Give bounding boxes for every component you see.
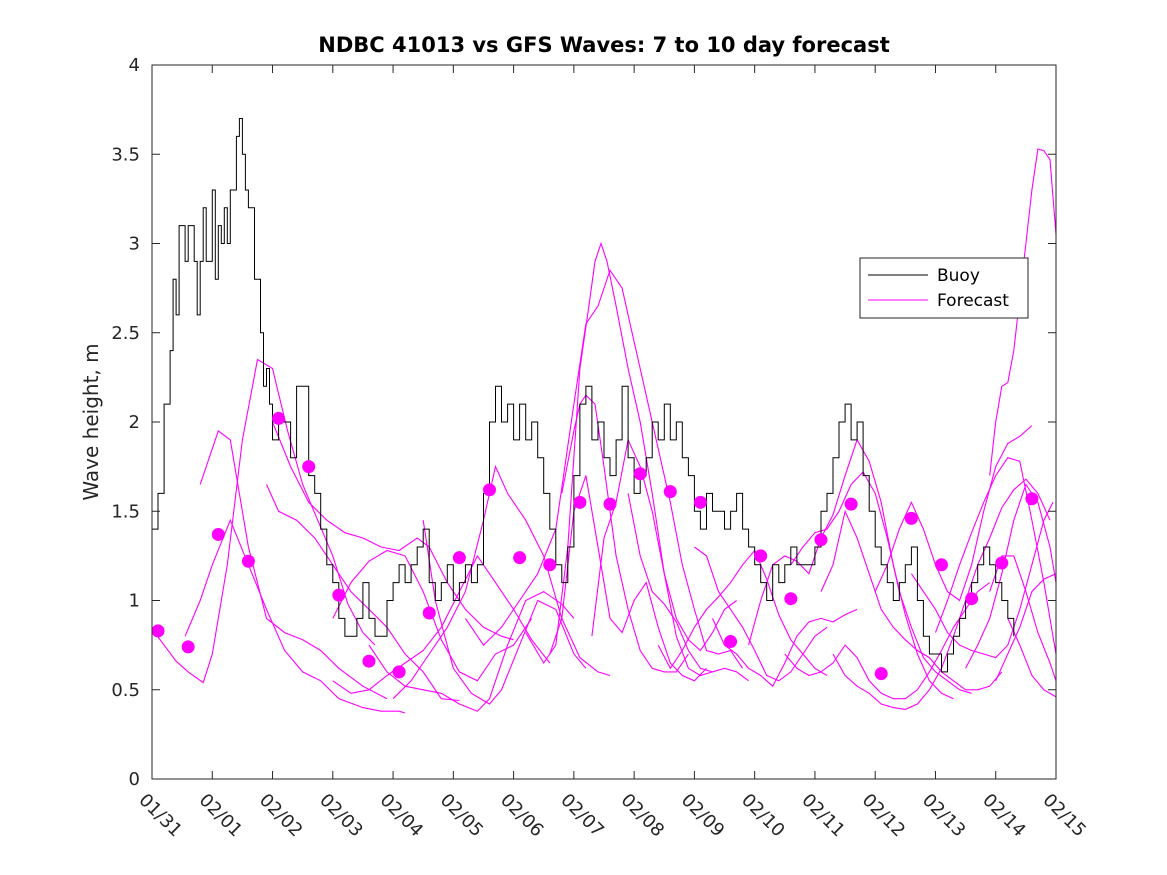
forecast-marker	[934, 558, 948, 572]
forecast-marker	[663, 485, 677, 499]
forecast-run-line	[422, 520, 587, 705]
legend-buoy-label: Buoy	[937, 266, 980, 286]
forecast-marker	[965, 592, 979, 606]
y-axis: 0 0.5 1 1.5 2 2.5 3 3.5 4	[111, 55, 1056, 790]
plot-area	[151, 64, 1057, 780]
forecast-run-line	[1007, 618, 1057, 698]
chart-title: NDBC 41013 vs GFS Waves: 7 to 10 day for…	[318, 33, 889, 57]
forecast-marker	[452, 551, 466, 565]
legend-forecast-label: Forecast	[937, 291, 1009, 311]
legend-box	[859, 257, 1029, 319]
forecast-marker	[482, 483, 496, 497]
forecast-marker	[362, 654, 376, 668]
forecast-marker	[814, 533, 828, 547]
forecast-marker	[603, 497, 617, 511]
forecast-run-line	[989, 555, 1057, 681]
buoy-line-group	[152, 118, 1015, 673]
y-tick-label: 1	[129, 591, 140, 612]
forecast-marker	[754, 549, 768, 563]
forecast-marker	[392, 665, 406, 679]
forecast-run-line	[874, 425, 1033, 602]
forecast-marker	[241, 554, 255, 568]
forecast-marker	[633, 467, 647, 481]
y-tick-label: 2	[129, 412, 140, 433]
buoy-line	[152, 118, 1015, 673]
forecast-marker	[874, 667, 888, 681]
forecast-run-line	[748, 438, 954, 700]
forecast-run-line	[910, 502, 1054, 659]
forecast-run-line	[934, 457, 1057, 655]
forecast-run-line	[711, 608, 858, 688]
forecast-marker	[573, 495, 587, 509]
forecast-marker	[784, 592, 798, 606]
forecast-run-line	[525, 241, 713, 677]
forecast-marker	[302, 460, 316, 474]
forecast-marker	[513, 551, 527, 565]
forecast-run-line	[820, 509, 1003, 691]
forecast-marker	[543, 558, 557, 572]
forecast-run-line	[184, 518, 406, 714]
forecast-run-line	[271, 421, 514, 641]
forecast-marker	[181, 640, 195, 654]
forecast-run-line	[627, 493, 749, 682]
forecast-markers	[151, 411, 1039, 681]
y-tick-label: 0.5	[111, 680, 140, 701]
forecast-run-line	[694, 546, 828, 682]
y-tick-label: 2.5	[111, 323, 140, 344]
forecast-marker	[844, 497, 858, 511]
legend: Buoy Forecast	[859, 257, 1029, 319]
forecast-marker	[904, 511, 918, 525]
forecast-run-line	[657, 549, 828, 676]
y-tick-label: 3	[129, 234, 140, 255]
y-tick-label: 0	[129, 769, 140, 790]
forecast-marker	[724, 635, 738, 649]
y-tick-label: 1.5	[111, 501, 140, 522]
forecast-marker	[995, 556, 1009, 570]
forecast-marker	[272, 411, 286, 425]
forecast-run-line	[392, 464, 611, 700]
forecast-marker	[332, 588, 346, 602]
forecast-marker	[211, 527, 225, 541]
forecast-run-line	[265, 484, 460, 702]
forecast-run-line	[995, 573, 1057, 682]
forecast-marker	[151, 624, 165, 638]
y-tick-label: 3.5	[111, 144, 140, 165]
forecast-marker	[693, 495, 707, 509]
y-axis-label: Wave height, m	[79, 343, 103, 500]
forecast-marker	[1025, 492, 1039, 506]
forecast-run-line	[965, 483, 1057, 669]
forecast-marker	[422, 606, 436, 620]
forecast-run-line	[784, 582, 991, 700]
forecast-run-line	[464, 269, 744, 669]
y-tick-label: 4	[129, 55, 140, 76]
forecast-run-line	[199, 430, 388, 700]
